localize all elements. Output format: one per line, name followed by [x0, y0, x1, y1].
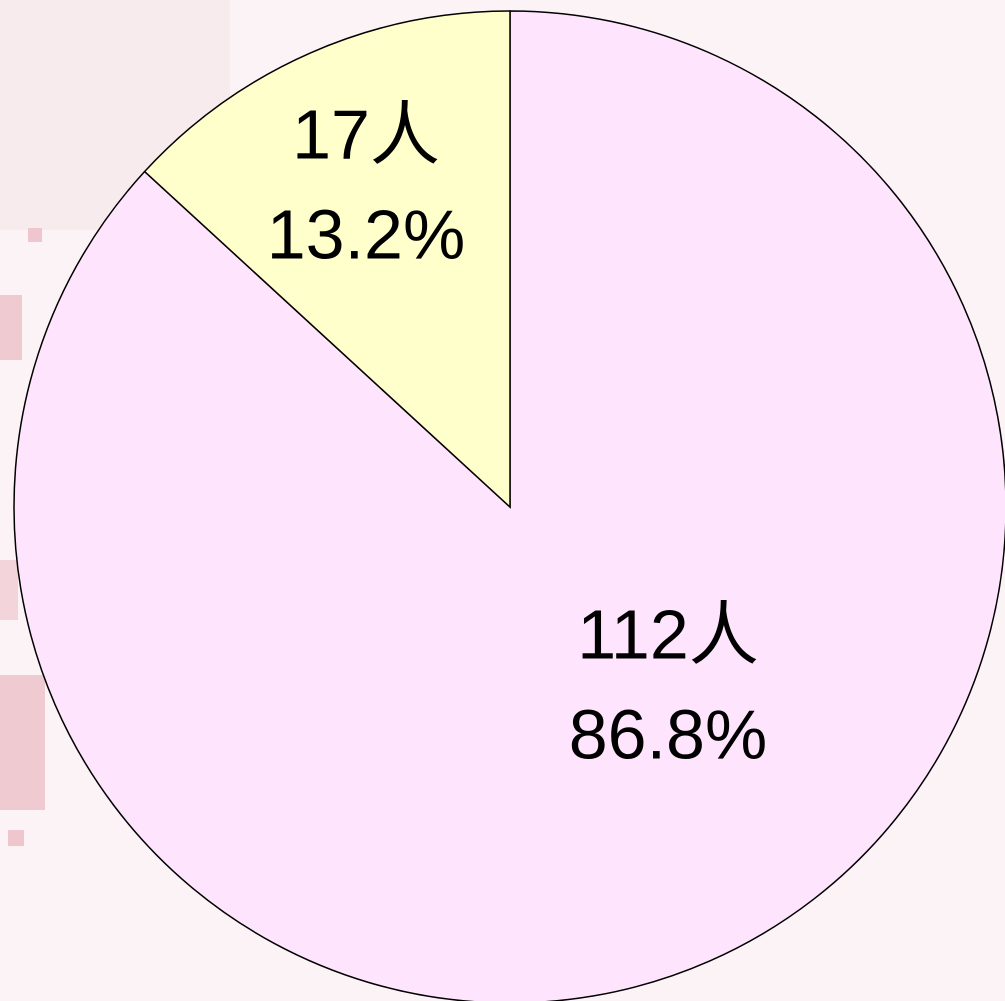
- percentage-label: 13.2%: [267, 195, 465, 273]
- percentage-label: 86.8%: [569, 695, 767, 773]
- pie-slice: [13, 10, 1005, 1001]
- pie-slice: [143, 10, 511, 509]
- background-pattern: [0, 0, 230, 846]
- value-label: 17人: [292, 95, 440, 173]
- value-label: 112人: [577, 595, 759, 673]
